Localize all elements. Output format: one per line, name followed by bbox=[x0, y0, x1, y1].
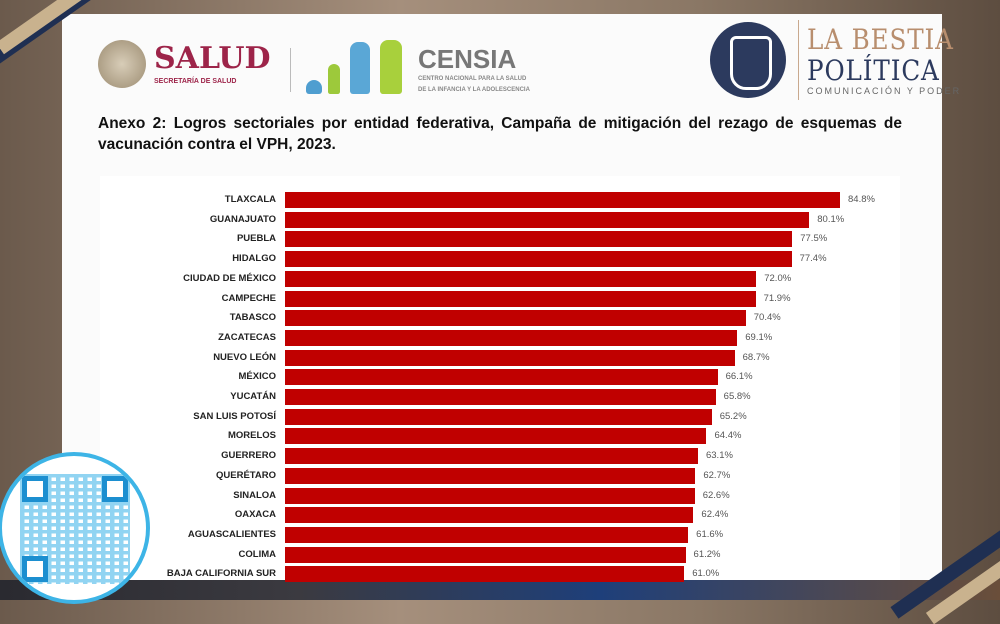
bestia-tagline: COMUNICACIÓN Y PODER bbox=[807, 86, 962, 96]
value-label: 65.2% bbox=[719, 410, 747, 422]
value-label: 61.2% bbox=[693, 548, 721, 560]
bar-guanajuato bbox=[285, 211, 810, 228]
bar-ciudad-de-méxico bbox=[285, 270, 757, 287]
value-label: 62.7% bbox=[703, 469, 731, 481]
bestia-line2: POLÍTICA bbox=[807, 54, 940, 87]
category-label: SAN LUIS POTOSÍ bbox=[193, 410, 276, 422]
value-label: 65.8% bbox=[723, 391, 751, 402]
category-label: BAJA CALIFORNIA SUR bbox=[166, 568, 276, 580]
bar-tabasco bbox=[285, 310, 746, 327]
category-label: QUERÉTARO bbox=[216, 469, 276, 481]
censia-subtitle: DE LA INFANCIA Y LA ADOLESCENCIA bbox=[418, 87, 530, 93]
category-label: GUANAJUATO bbox=[209, 213, 276, 225]
bar-baja-california-sur bbox=[285, 566, 685, 583]
censia-subtitle: CENTRO NACIONAL PARA LA SALUD bbox=[418, 76, 527, 82]
bar-tlaxcala bbox=[285, 192, 841, 208]
family-figures-icon bbox=[306, 40, 410, 94]
value-label: 72.0% bbox=[764, 272, 792, 284]
value-label: 70.4% bbox=[753, 312, 781, 324]
salud-logo: SALUD SECRETARÍA DE SALUD bbox=[98, 40, 271, 88]
value-label: 68.7% bbox=[742, 351, 770, 363]
value-label: 61.0% bbox=[692, 568, 720, 580]
salud-subtitle: SECRETARÍA DE SALUD bbox=[154, 77, 237, 85]
logo-divider bbox=[290, 48, 291, 92]
category-label: TLAXCALA bbox=[224, 194, 276, 205]
bar-yucatán bbox=[285, 389, 716, 405]
category-label: HIDALGO bbox=[232, 253, 276, 265]
value-label: 80.1% bbox=[817, 213, 845, 225]
category-label: MORELOS bbox=[227, 430, 276, 442]
category-label: MÉXICO bbox=[238, 371, 276, 383]
category-label: COLIMA bbox=[238, 548, 276, 560]
value-label: 63.1% bbox=[705, 450, 733, 462]
bar-sinaloa bbox=[285, 487, 695, 504]
category-label: CAMPECHE bbox=[221, 292, 276, 304]
bar-campeche bbox=[285, 290, 756, 307]
value-label: 64.4% bbox=[714, 430, 742, 442]
category-label: PUEBLA bbox=[236, 233, 276, 245]
value-label: 61.6% bbox=[696, 528, 724, 540]
salud-name: SALUD bbox=[154, 40, 271, 76]
category-label: OAXACA bbox=[234, 509, 276, 521]
category-label: SINALOA bbox=[233, 489, 276, 501]
bestia-line1: LA BESTIA bbox=[807, 23, 954, 56]
bar-zacatecas bbox=[285, 329, 738, 346]
bar-guerrero bbox=[285, 448, 698, 465]
category-label: ZACATECAS bbox=[218, 331, 276, 343]
bar-san-luis-potosí bbox=[285, 408, 712, 425]
bar-morelos bbox=[285, 428, 707, 445]
value-label: 77.5% bbox=[800, 233, 828, 245]
category-label: GUERRERO bbox=[221, 450, 276, 462]
bar-hidalgo bbox=[285, 251, 792, 268]
category-label: YUCATÁN bbox=[230, 391, 276, 402]
qr-code-icon[interactable] bbox=[0, 452, 150, 604]
bar-colima bbox=[285, 546, 686, 563]
photo-strip bbox=[0, 580, 1000, 600]
bar-méxico bbox=[285, 369, 718, 386]
category-label: NUEVO LEÓN bbox=[213, 351, 276, 363]
value-label: 62.6% bbox=[702, 489, 730, 501]
value-label: 62.4% bbox=[701, 509, 729, 521]
bar-oaxaca bbox=[285, 507, 694, 524]
censia-name: CENSIA bbox=[418, 44, 517, 74]
value-label: 66.1% bbox=[725, 371, 753, 383]
bar-puebla bbox=[285, 231, 793, 248]
bar-chart: TLAXCALA 84.8% GUANAJUATO 80.1% PUEBLA 77.5% H… bbox=[100, 176, 900, 583]
bar-querétaro bbox=[285, 467, 696, 484]
category-label: CIUDAD DE MÉXICO bbox=[183, 272, 276, 284]
value-label: 77.4% bbox=[799, 253, 827, 265]
bar-aguascalientes bbox=[285, 526, 689, 543]
mexico-seal-icon bbox=[98, 40, 146, 88]
bar-nuevo-león bbox=[285, 349, 735, 366]
value-label: 84.8% bbox=[848, 194, 875, 205]
category-label: TABASCO bbox=[229, 312, 276, 324]
value-label: 71.9% bbox=[763, 292, 791, 304]
censia-logo: CENSIA CENTRO NACIONAL PARA LA SALUD DE … bbox=[306, 40, 530, 94]
category-label: AGUASCALIENTES bbox=[187, 528, 276, 540]
chart-title: Anexo 2: Logros sectoriales por entidad … bbox=[98, 115, 902, 153]
lion-emblem-icon bbox=[710, 22, 786, 98]
value-label: 69.1% bbox=[745, 331, 773, 343]
la-bestia-politica-logo: LA BESTIA POLÍTICA COMUNICACIÓN Y PODER bbox=[710, 20, 974, 100]
